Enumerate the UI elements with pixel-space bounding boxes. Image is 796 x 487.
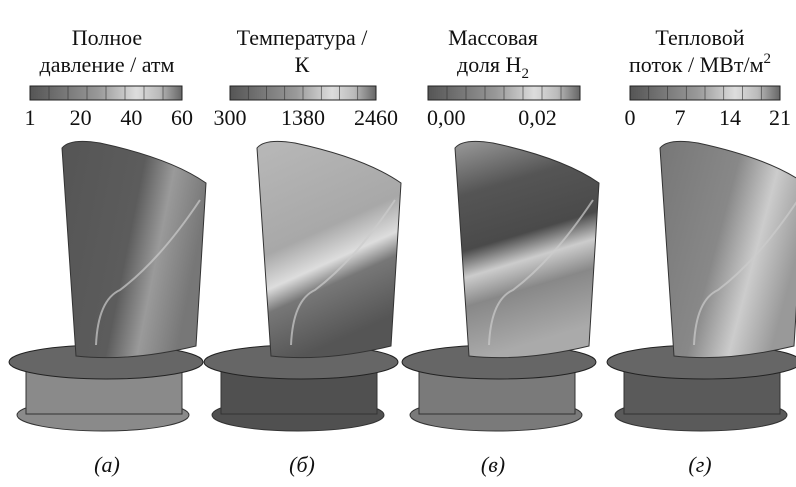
panel-title-line: доля H2 [457,52,529,82]
subscript: 2 [521,66,529,82]
colorbar-tick-label: 1 [25,105,36,130]
colorbar-tick-label: 0 [625,105,636,130]
panel-title-line: поток / МВт/м2 [629,51,771,77]
panel-caption: (в) [481,452,505,477]
colorbar-tick-label: 0,00 [427,105,466,130]
colorbar-tick-label: 40 [120,105,142,130]
blade-render [9,141,206,431]
blade-render [204,141,401,431]
blade [455,141,599,357]
blade [660,141,796,357]
colorbar-tick-label: 1380 [281,105,325,130]
panel-caption: (а) [94,452,120,477]
panel-title-line: Температура / [237,25,369,50]
panel-title-line: Полное [72,25,142,50]
colorbar-tick-label: 2460 [354,105,398,130]
colorbar-tick-label: 7 [675,105,686,130]
colorbar-tick-label: 14 [719,105,741,130]
colorbar-tick-label: 0,02 [518,105,557,130]
figure: Полноедавление / атм1204060(а)Температур… [0,0,796,487]
blade-render [402,141,599,431]
colorbar-tick-label: 60 [171,105,193,130]
blade [257,141,401,357]
panel-title-line: Массовая [448,25,538,50]
superscript: 2 [764,51,772,67]
blade [62,141,206,357]
panel-title-line: К [295,52,310,77]
colorbar-tick-label: 21 [769,105,791,130]
colorbar-tick-label: 300 [214,105,247,130]
panel: Температура /К 300 1380 2460 (б) [204,25,401,477]
panel-title-line: Тепловой [655,25,744,50]
panel-caption: (б) [289,452,315,477]
panel-title-line: давление / атм [40,52,175,77]
blade-render [607,141,796,431]
panel-caption: (г) [688,452,711,477]
colorbar-tick-label: 20 [70,105,92,130]
